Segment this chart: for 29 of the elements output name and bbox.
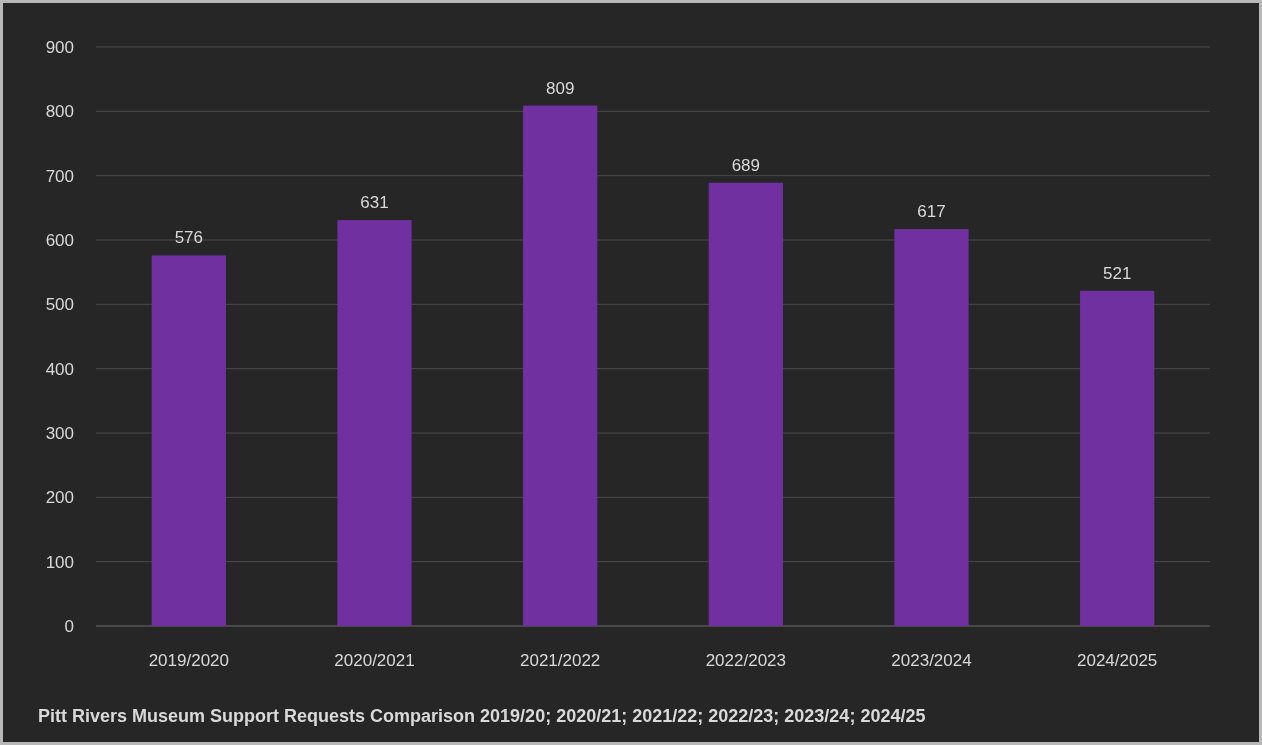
bar (337, 220, 412, 626)
bar (151, 255, 226, 626)
x-tick-label: 2021/2022 (519, 651, 601, 670)
y-tick-label: 900 (45, 37, 74, 57)
y-tick-label: 600 (45, 230, 74, 250)
bar (894, 229, 969, 626)
bar (1080, 290, 1155, 626)
y-tick-label: 700 (45, 166, 74, 186)
data-label: 689 (731, 155, 761, 175)
data-label: 631 (360, 193, 389, 213)
text: Pitt Rivers Museum Support Requests Comparison 2019/20; 2020/21; 2021/22; 2022/23; 2023/24; 2024/25 (38, 706, 926, 726)
data-label: 521 (1102, 263, 1132, 283)
y-tick-label: 100 (45, 552, 74, 572)
x-tick-label: 2020/2021 (334, 651, 415, 670)
y-tick-label: 400 (45, 359, 74, 379)
x-tick-label: 2022/2023 (705, 651, 787, 670)
x-tick-label: 2023/2024 (891, 651, 972, 670)
x-tick-label: 2024/2025 (1076, 651, 1158, 670)
data-label: 809 (545, 78, 575, 98)
y-tick-label: 200 (45, 488, 74, 508)
y-tick-label: 800 (45, 102, 74, 122)
data-label: 617 (917, 202, 946, 222)
bar (708, 182, 783, 626)
y-tick-label: 300 (45, 423, 74, 443)
x-tick-label: 2019/2020 (148, 651, 230, 670)
data-label: 576 (174, 228, 204, 248)
y-tick-label: 0 (64, 616, 74, 636)
y-tick-label: 500 (45, 295, 74, 315)
bar (523, 105, 598, 626)
